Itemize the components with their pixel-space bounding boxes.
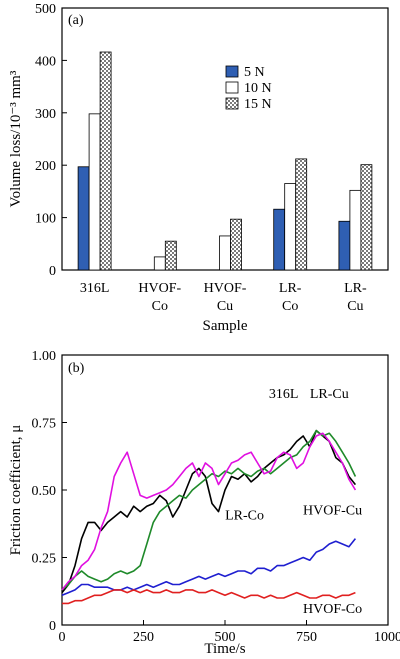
y-tick-label: 200 <box>35 159 56 174</box>
x-tick-label: Cu <box>347 299 363 314</box>
x-tick-label: LR- <box>279 281 302 296</box>
y-axis-title: Volume loss/10⁻³ mm³ <box>8 70 24 207</box>
y-axis-title: Friction coefficient, μ <box>8 425 24 556</box>
legend-swatch <box>225 97 239 110</box>
x-axis-title: Time/s <box>204 641 245 657</box>
y-tick-label: 0.25 <box>32 552 57 567</box>
curve-label: HVOF-Co <box>303 602 362 617</box>
y-tick-label: 400 <box>35 54 56 69</box>
curve-label: LR-Cu <box>310 387 349 402</box>
x-axis-title: Sample <box>203 318 248 334</box>
y-tick-label: 0 <box>49 264 56 279</box>
y-tick-label: 500 <box>35 2 56 17</box>
y-axis-ticks: 0 100 200 300 400 500 <box>35 2 67 279</box>
legend-label: 10 N <box>244 81 272 96</box>
line-chart-panel: (b) Time/s Friction coefficient, μ 0 0.25… <box>8 349 400 657</box>
curve-label: 316L <box>269 387 299 402</box>
x-tick-label: 1000 <box>374 630 400 645</box>
bar <box>164 240 177 271</box>
series-line <box>62 589 356 605</box>
x-tick-label: 316L <box>80 281 110 296</box>
bar <box>284 183 297 271</box>
x-tick-label: HVOF- <box>204 281 247 296</box>
bar <box>77 166 90 271</box>
legend-label: 5 N <box>244 65 265 80</box>
bar <box>99 51 112 271</box>
x-tick-label: Co <box>152 299 168 314</box>
y-tick-label: 300 <box>35 107 56 122</box>
bar-chart-panel: (a) Sample Volume loss/10⁻³ mm³ 0 100 200 3… <box>8 2 389 334</box>
series-lines <box>61 429 357 605</box>
x-tick-label: HVOF- <box>138 281 181 296</box>
panel-label: (a) <box>68 13 84 28</box>
x-tick-label: 500 <box>215 630 236 645</box>
y-tick-label: 0.50 <box>32 484 57 499</box>
legend-swatch <box>225 81 239 94</box>
series-line <box>61 538 357 597</box>
bar <box>219 235 231 271</box>
y-tick-label: 0.75 <box>32 417 57 432</box>
y-tick-label: 100 <box>35 212 56 227</box>
legend: 5 N10 N15 N <box>225 65 272 112</box>
series-line <box>61 429 357 594</box>
x-tick-label: LR- <box>344 281 367 296</box>
bar <box>153 256 166 271</box>
bar <box>295 158 308 271</box>
bar <box>360 164 373 271</box>
x-tick-label: Cu <box>217 299 233 314</box>
axis-ticks: 0 0.25 0.50 0.75 1.00 0 250 500 750 1000 <box>32 349 400 645</box>
legend-swatch <box>225 65 239 78</box>
x-tick-label: 0 <box>59 630 66 645</box>
bars-group <box>77 51 373 271</box>
bar <box>349 189 362 271</box>
x-tick-label: Co <box>282 299 298 314</box>
legend-label: 15 N <box>244 97 272 112</box>
bar <box>230 218 242 271</box>
x-axis-tick-labels: 316L HVOF- Co HVOF- Cu LR- Co LR- Cu <box>80 281 367 314</box>
series-line <box>61 429 357 591</box>
x-tick-label: 750 <box>296 630 317 645</box>
bar <box>88 113 101 271</box>
curve-label: LR-Co <box>225 509 264 524</box>
bar <box>273 208 286 271</box>
curve-label: HVOF-Cu <box>303 503 362 518</box>
x-tick-label: 250 <box>133 630 154 645</box>
y-tick-label: 1.00 <box>32 349 57 364</box>
series-line <box>61 432 357 591</box>
y-tick-label: 0 <box>49 619 56 634</box>
bar <box>338 220 351 271</box>
curve-labels: 316L LR-Cu LR-Co HVOF-Cu HVOF-Co <box>225 387 362 617</box>
panel-label: (b) <box>68 361 85 376</box>
